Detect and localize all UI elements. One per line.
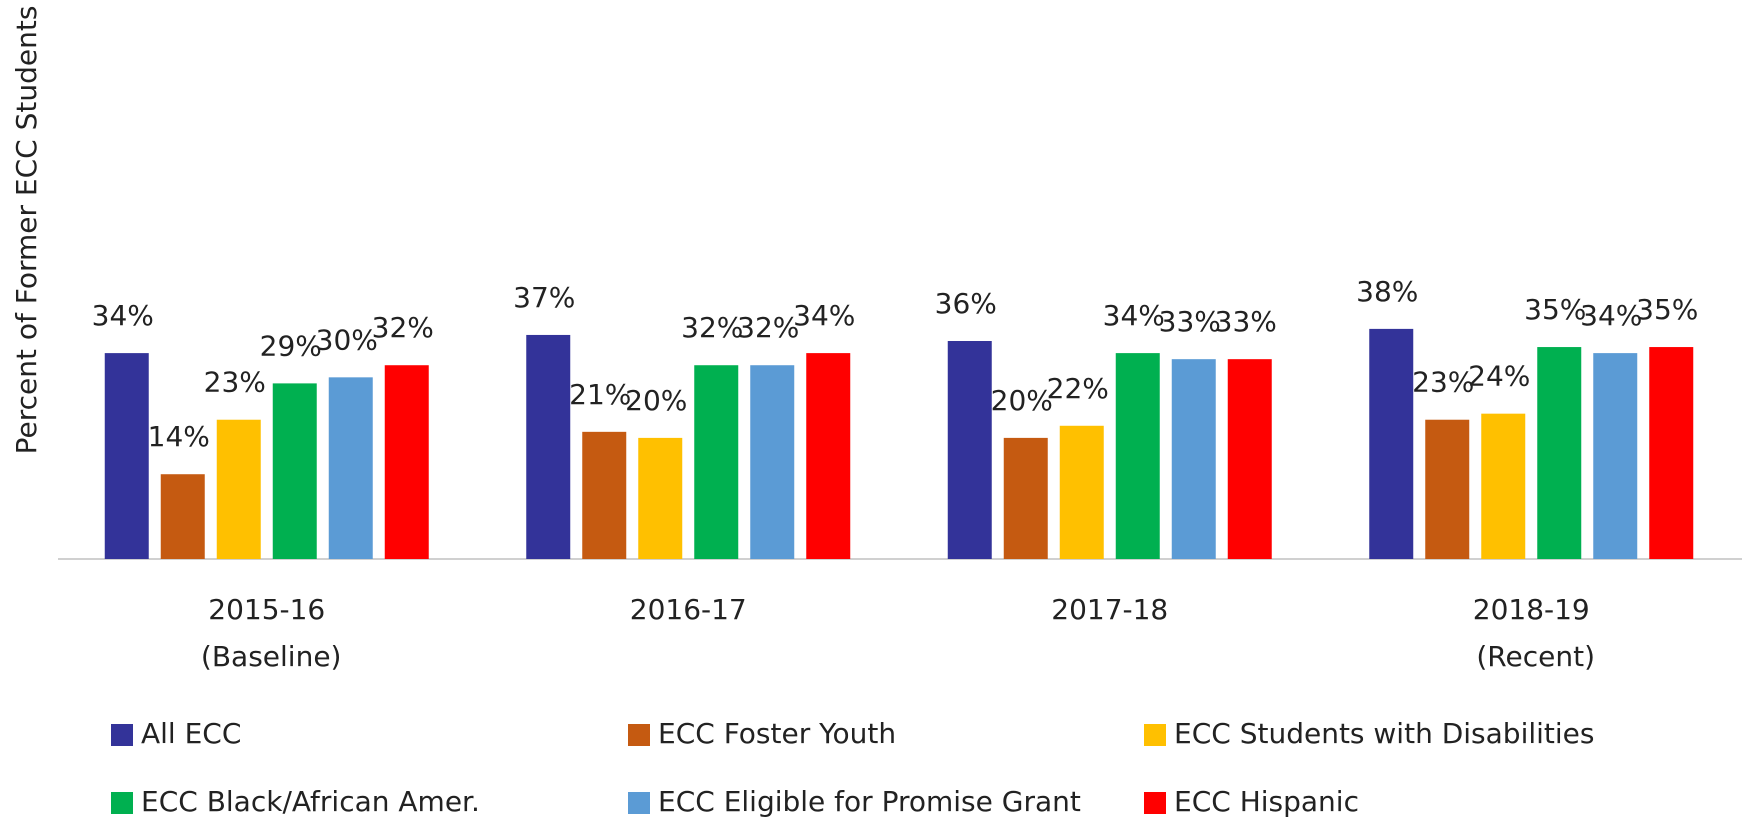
- bar: [1537, 347, 1582, 559]
- bar: [328, 377, 373, 559]
- legend-label: All ECC: [141, 717, 241, 750]
- bar: [750, 365, 795, 559]
- value-label: 33%: [1215, 305, 1277, 338]
- bar: [1649, 347, 1694, 559]
- bar: [1481, 413, 1526, 559]
- value-label: 22%: [1047, 372, 1109, 405]
- value-label: 23%: [1412, 366, 1474, 399]
- bar: [806, 353, 851, 559]
- bar: [1227, 359, 1272, 559]
- value-label: 23%: [204, 366, 266, 399]
- value-label: 24%: [1468, 360, 1530, 393]
- value-label: 20%: [991, 384, 1053, 417]
- x-tick-label: 2016-17: [630, 593, 747, 626]
- value-label: 20%: [625, 384, 687, 417]
- bar: [1369, 328, 1414, 559]
- legend-swatch: [628, 792, 650, 814]
- bar: [1115, 353, 1160, 559]
- legend-label: ECC Black/African Amer.: [141, 785, 480, 818]
- x-tick-label: 2017-18: [1051, 593, 1168, 626]
- bar: [1593, 353, 1638, 559]
- bar: [104, 353, 149, 559]
- legend-label: ECC Students with Disabilities: [1174, 717, 1594, 750]
- bar: [947, 341, 992, 559]
- value-label: 30%: [316, 323, 378, 356]
- value-label: 32%: [681, 311, 743, 344]
- bar: [1171, 359, 1216, 559]
- bar: [216, 419, 261, 559]
- value-label: 35%: [1524, 293, 1586, 326]
- y-axis-label: Percent of Former ECC Students: [10, 6, 43, 455]
- legend-swatch: [1144, 724, 1166, 746]
- value-label: 34%: [1103, 299, 1165, 332]
- value-label: 37%: [513, 281, 575, 314]
- x-tick-label: 2015-16 (Baseline): [192, 593, 341, 673]
- value-label: 29%: [260, 329, 322, 362]
- value-label: 21%: [569, 378, 631, 411]
- bar: [694, 365, 739, 559]
- bar: [1059, 425, 1104, 559]
- value-label: 35%: [1636, 293, 1698, 326]
- bar: [272, 383, 317, 559]
- bar: [1003, 437, 1048, 559]
- value-label: 14%: [148, 420, 210, 453]
- bar: [1425, 419, 1470, 559]
- value-label: 34%: [793, 299, 855, 332]
- legend-label: ECC Hispanic: [1174, 785, 1359, 818]
- legend-label: ECC Foster Youth: [658, 717, 896, 750]
- x-tick-label: 2018-19 (Recent): [1467, 593, 1595, 673]
- legend-swatch: [1144, 792, 1166, 814]
- value-label: 33%: [1159, 305, 1221, 338]
- value-label: 38%: [1356, 275, 1418, 308]
- value-label: 32%: [372, 311, 434, 344]
- value-label: 36%: [935, 287, 997, 320]
- legend-label: ECC Eligible for Promise Grant: [658, 785, 1081, 818]
- bar: [384, 365, 429, 559]
- bar: [160, 474, 205, 559]
- value-label: 32%: [737, 311, 799, 344]
- value-label: 34%: [92, 299, 154, 332]
- legend-swatch: [628, 724, 650, 746]
- bar: [526, 334, 571, 559]
- legend-swatch: [111, 792, 133, 814]
- legend-swatch: [111, 724, 133, 746]
- bar: [582, 431, 627, 559]
- bar: [638, 437, 683, 559]
- value-label: 34%: [1580, 299, 1642, 332]
